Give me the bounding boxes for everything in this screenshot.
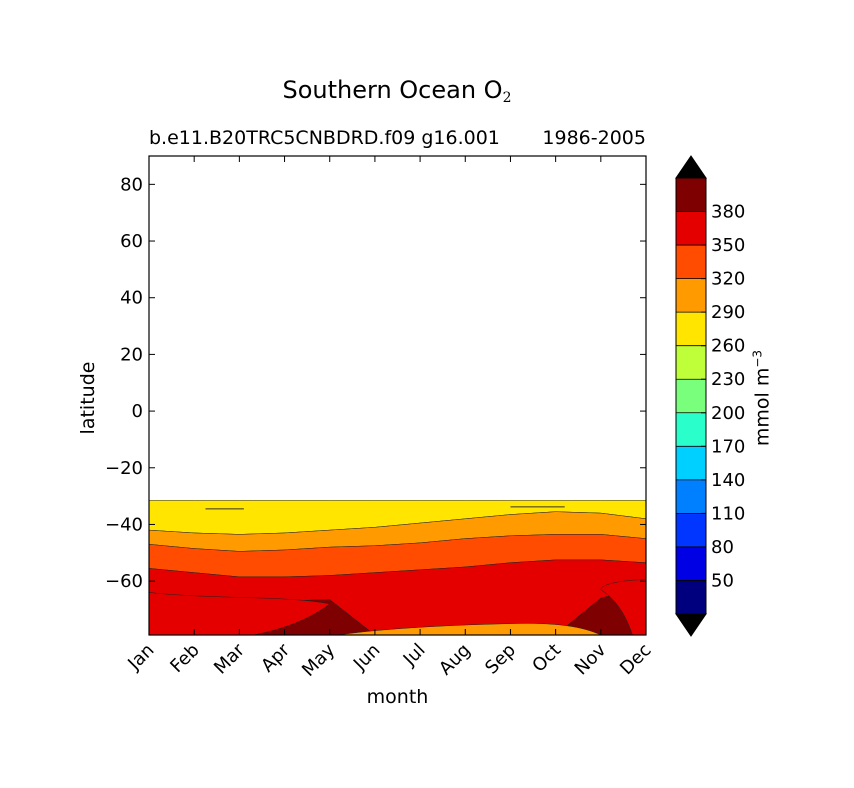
- y-tick-label: 0: [132, 401, 143, 422]
- colorbar-tick-label: 110: [711, 503, 745, 524]
- colorbar-swatch: [676, 245, 706, 279]
- y-tick-label: −40: [105, 514, 143, 535]
- colorbar-tick-label: 350: [711, 235, 745, 256]
- colorbar-tick-label: 320: [711, 269, 745, 290]
- colorbar-swatch: [676, 211, 706, 246]
- colorbar: 50 80 110 140 170 200 230 260 290 320 350 380: [675, 155, 745, 637]
- colorbar-tick-label: 80: [711, 537, 734, 558]
- x-tick-label: Mar: [210, 639, 249, 678]
- plot-frame: [148, 155, 647, 636]
- colorbar-tick-label: 290: [711, 302, 745, 323]
- colorbar-swatch: [676, 479, 706, 514]
- colorbar-swatch: [676, 178, 706, 212]
- colorbar-extend-min: [675, 613, 707, 637]
- colorbar-label-text: mmol m: [751, 367, 774, 447]
- experiment-label: b.e11.B20TRC5CNBDRD.f09 g16.001: [149, 127, 500, 149]
- colorbar-tick-label: 50: [711, 570, 734, 591]
- colorbar-swatch: [676, 580, 706, 614]
- colorbar-frame: [675, 177, 707, 615]
- y-tick-label: 80: [120, 174, 143, 195]
- x-tick-label: Oct: [528, 640, 565, 677]
- x-tick-label: Nov: [571, 639, 611, 679]
- x-tick-label: Jul: [399, 640, 430, 671]
- colorbar-swatch: [676, 446, 706, 480]
- y-tick-label: 20: [120, 344, 143, 365]
- period-label: 1986-2005: [542, 127, 646, 149]
- x-tick-label: Aug: [435, 640, 475, 680]
- x-tick-label: Dec: [616, 640, 655, 679]
- x-tick-label: Apr: [257, 639, 294, 676]
- chart-title: Southern Ocean O2: [0, 76, 794, 106]
- x-axis-label: month: [366, 686, 429, 708]
- y-axis-label: latitude: [77, 361, 99, 435]
- colorbar-swatch: [676, 546, 706, 581]
- x-tick-label: May: [298, 639, 339, 680]
- chart-title-subscript: 2: [502, 90, 512, 106]
- colorbar-tick-label: 170: [711, 436, 745, 457]
- colorbar-swatch: [676, 278, 706, 313]
- x-tick-label: Sep: [481, 640, 520, 679]
- colorbar-tick-label: 140: [711, 470, 745, 491]
- contour-band-350-west: [149, 592, 331, 635]
- x-tick-label: Feb: [166, 640, 203, 677]
- colorbar-swatch: [676, 345, 706, 380]
- colorbar-swatch: [676, 513, 706, 547]
- chart-title-text: Southern Ocean O: [282, 76, 503, 104]
- y-tick-label: 40: [120, 288, 143, 309]
- colorbar-swatch: [676, 412, 706, 447]
- colorbar-swatch: [676, 379, 706, 413]
- colorbar-extend-max: [675, 155, 707, 179]
- contour-fills: [149, 500, 646, 635]
- y-tick-label: −20: [105, 458, 143, 479]
- x-tick-label: Jun: [349, 640, 384, 675]
- colorbar-tick-label: 260: [711, 336, 745, 357]
- x-tick-label: Jan: [123, 640, 158, 675]
- contour-band-350-east: [600, 579, 646, 635]
- colorbar-tick-label: 380: [711, 202, 745, 223]
- y-tick-label: 60: [120, 231, 143, 252]
- y-tick-label: −60: [105, 571, 143, 592]
- colorbar-tick-label: 200: [711, 403, 745, 424]
- colorbar-tick-label: 230: [711, 369, 745, 390]
- y-axis: 80 60 40 20 0 −20 −40 −60: [105, 174, 646, 592]
- colorbar-label: mmol m−3: [750, 350, 773, 446]
- colorbar-swatch: [676, 312, 706, 346]
- colorbar-label-superscript: −3: [750, 349, 765, 368]
